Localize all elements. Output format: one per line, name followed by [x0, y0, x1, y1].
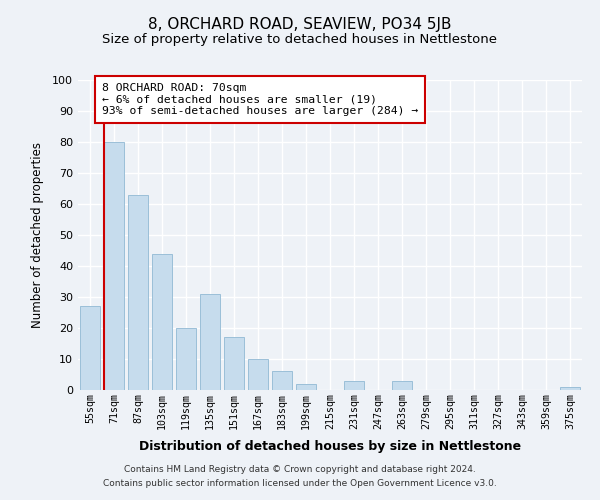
Bar: [200, 294, 220, 390]
Bar: [296, 384, 316, 390]
Text: 8, ORCHARD ROAD, SEAVIEW, PO34 5JB: 8, ORCHARD ROAD, SEAVIEW, PO34 5JB: [148, 18, 452, 32]
Bar: [128, 194, 148, 390]
Bar: [344, 380, 364, 390]
Bar: [152, 254, 172, 390]
Y-axis label: Number of detached properties: Number of detached properties: [31, 142, 44, 328]
Bar: [80, 306, 100, 390]
X-axis label: Distribution of detached houses by size in Nettlestone: Distribution of detached houses by size …: [139, 440, 521, 453]
Bar: [272, 372, 292, 390]
Bar: [176, 328, 196, 390]
Bar: [104, 142, 124, 390]
Bar: [248, 359, 268, 390]
Bar: [224, 338, 244, 390]
Text: Contains HM Land Registry data © Crown copyright and database right 2024.
Contai: Contains HM Land Registry data © Crown c…: [103, 466, 497, 487]
Text: Size of property relative to detached houses in Nettlestone: Size of property relative to detached ho…: [103, 32, 497, 46]
Bar: [392, 380, 412, 390]
Bar: [560, 387, 580, 390]
Text: 8 ORCHARD ROAD: 70sqm
← 6% of detached houses are smaller (19)
93% of semi-detac: 8 ORCHARD ROAD: 70sqm ← 6% of detached h…: [102, 83, 418, 116]
